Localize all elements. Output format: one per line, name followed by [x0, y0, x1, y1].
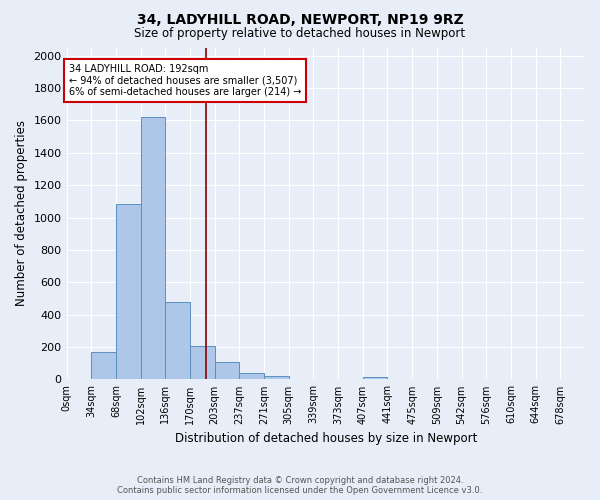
- Bar: [190, 346, 215, 380]
- Bar: [239, 373, 264, 380]
- X-axis label: Distribution of detached houses by size in Newport: Distribution of detached houses by size …: [175, 432, 477, 445]
- Bar: [264, 376, 289, 380]
- Bar: [363, 377, 388, 380]
- Text: Contains public sector information licensed under the Open Government Licence v3: Contains public sector information licen…: [118, 486, 482, 495]
- Bar: [215, 362, 239, 380]
- Bar: [289, 378, 313, 380]
- Bar: [165, 302, 190, 380]
- Text: Size of property relative to detached houses in Newport: Size of property relative to detached ho…: [134, 28, 466, 40]
- Y-axis label: Number of detached properties: Number of detached properties: [15, 120, 28, 306]
- Text: 34, LADYHILL ROAD, NEWPORT, NP19 9RZ: 34, LADYHILL ROAD, NEWPORT, NP19 9RZ: [137, 12, 463, 26]
- Text: Contains HM Land Registry data © Crown copyright and database right 2024.: Contains HM Land Registry data © Crown c…: [137, 476, 463, 485]
- Bar: [140, 117, 165, 380]
- Bar: [91, 352, 116, 380]
- Text: 34 LADYHILL ROAD: 192sqm
← 94% of detached houses are smaller (3,507)
6% of semi: 34 LADYHILL ROAD: 192sqm ← 94% of detach…: [68, 64, 301, 97]
- Bar: [116, 204, 140, 380]
